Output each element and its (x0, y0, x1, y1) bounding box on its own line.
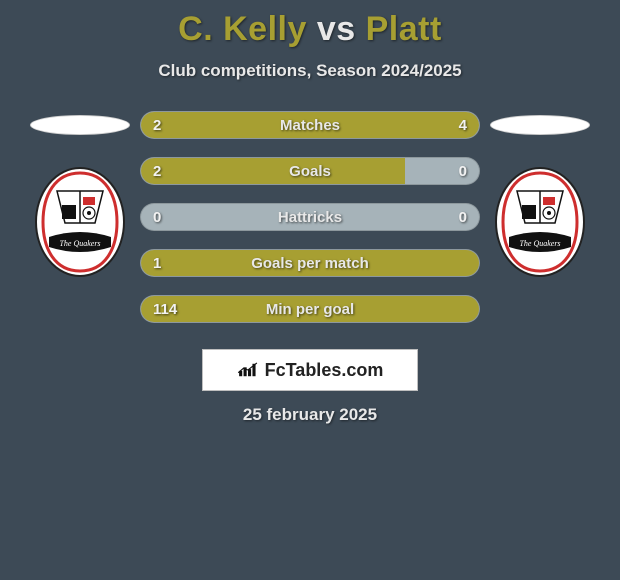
brand-text: FcTables.com (265, 360, 384, 381)
player1-name: C. Kelly (178, 10, 307, 48)
player2-photo-placeholder (490, 115, 590, 135)
stats-bars: 24Matches20Goals00Hattricks1Goals per ma… (140, 111, 480, 341)
bar-chart-icon (237, 362, 259, 378)
player1-photo-placeholder (30, 115, 130, 135)
stat-bar: 114Min per goal (140, 295, 480, 323)
player1-club-crest-icon: The Quakers (35, 167, 125, 277)
stat-bar-right-fill (249, 112, 479, 138)
stat-left-value: 0 (153, 204, 161, 230)
left-side-column: The Quakers (20, 111, 140, 341)
player2-club-crest-icon: The Quakers (495, 167, 585, 277)
stat-bar-left-fill (141, 112, 249, 138)
stat-right-value: 0 (459, 204, 467, 230)
stat-right-value: 0 (459, 158, 467, 184)
stat-bar-left-fill (141, 296, 479, 322)
stat-bar-left-fill (141, 250, 479, 276)
svg-text:The Quakers: The Quakers (519, 239, 560, 248)
stat-bar: 0 0Hattricks (140, 203, 480, 231)
brand-logo-box: FcTables.com (202, 349, 418, 391)
stat-bar: 1Goals per match (140, 249, 480, 277)
right-side-column: The Quakers (480, 111, 600, 341)
footer-date: 25 february 2025 (0, 405, 620, 425)
stat-label: Hattricks (141, 204, 479, 230)
stat-bar-left-fill (141, 158, 405, 184)
player2-name: Platt (366, 10, 442, 48)
competition-subtitle: Club competitions, Season 2024/2025 (0, 61, 620, 81)
content-area: The Quakers 24Matches20Goals00Hattricks1… (0, 111, 620, 341)
stat-bar: 24Matches (140, 111, 480, 139)
title-vs: vs (317, 10, 356, 48)
stat-bar: 20Goals (140, 157, 480, 185)
svg-text:The Quakers: The Quakers (59, 239, 100, 248)
comparison-title: C. Kelly vs Platt (0, 0, 620, 49)
